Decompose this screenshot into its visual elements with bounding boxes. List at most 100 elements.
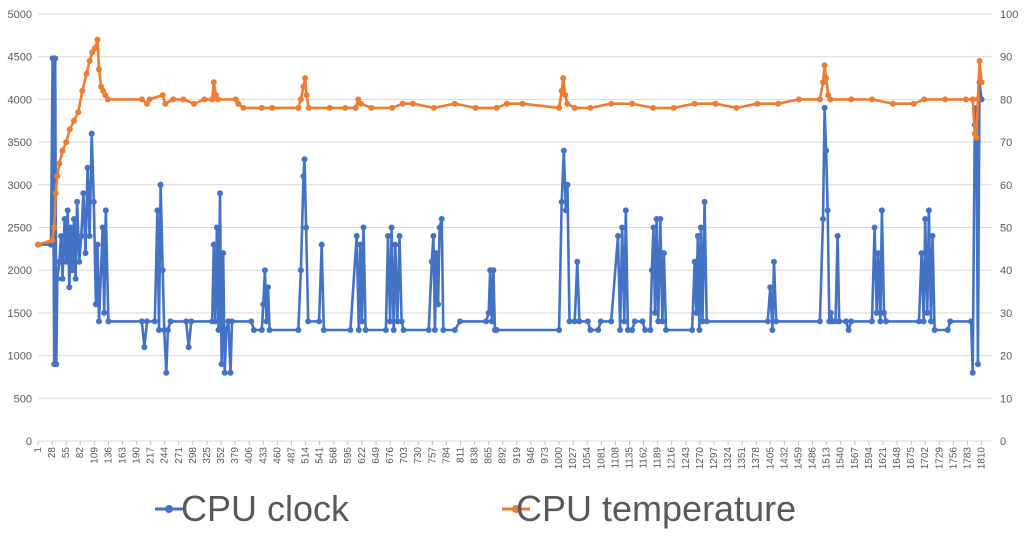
data-point [560,147,567,154]
data-point [151,318,158,325]
data-point [624,327,631,333]
data-point [258,104,265,111]
data-point [201,96,208,103]
data-point [703,318,710,325]
data-point [56,160,63,167]
data-point [86,58,93,64]
data-point [355,327,362,333]
data-point [154,207,161,214]
data-point [66,126,73,133]
data-point [925,207,932,214]
x-tick-label: 352 [216,447,227,464]
x-tick-label: 1000 [554,447,565,470]
data-point [622,207,629,214]
y-right-tick-label: 70 [1000,137,1012,149]
x-tick-label: 217 [146,447,157,464]
legend-label: CPU temperature [516,488,796,529]
data-point [240,104,247,111]
legend-label: CPU clock [181,488,350,529]
data-point [398,318,405,325]
data-point [326,104,333,111]
data-point [691,258,698,265]
data-point [827,309,834,316]
y-left-tick-label: 4000 [8,94,32,106]
data-point [342,104,349,111]
data-point [771,258,777,265]
data-point [556,327,563,333]
data-point [650,224,657,231]
data-point [156,327,162,333]
data-point [52,190,59,197]
data-point [754,100,761,107]
data-point [138,318,145,325]
data-point [883,318,890,325]
x-tick-label: 703 [399,447,410,464]
y-right-tick-label: 50 [1000,223,1012,235]
data-point [436,224,443,231]
gridlines [38,13,992,442]
data-point [920,318,927,325]
data-point [358,318,365,325]
x-tick-label: 1567 [850,447,861,470]
data-point [297,96,304,103]
data-point [689,327,696,333]
data-point [875,250,882,257]
data-point [218,361,225,368]
x-tick-label: 28 [47,447,58,459]
data-point [235,100,242,107]
x-tick-label: 757 [427,447,438,464]
data-point [562,92,569,99]
y-left-tick-label: 3500 [8,137,32,149]
data-point [869,96,875,103]
data-point [576,318,583,325]
data-point [425,327,432,333]
data-point [180,96,187,103]
data-point [969,369,976,376]
data-point [619,224,626,231]
data-point [266,327,273,333]
x-tick-label: 1486 [808,447,819,470]
data-point [827,96,834,103]
data-point [574,258,581,265]
data-point [629,327,636,333]
y-left-tick-label: 1500 [8,308,32,320]
data-point [916,318,922,325]
data-point [820,216,826,222]
data-point [824,207,831,214]
data-point [430,104,437,111]
data-point [300,83,307,90]
data-point [457,318,463,325]
data-point [889,100,896,107]
data-point [836,318,843,325]
y-left-tick-label: 5000 [8,9,32,21]
x-tick-label: 541 [315,447,326,464]
data-point [305,318,312,325]
data-point [562,207,569,214]
x-tick-label: 1216 [667,447,678,470]
data-point [796,96,802,103]
x-tick-label: 1405 [765,447,776,470]
data-point [928,318,934,325]
data-point [59,275,66,282]
data-point [597,318,604,325]
data-point [571,318,578,325]
y-left-tick-label: 2500 [8,223,32,235]
data-point [74,198,81,205]
data-point [355,96,362,103]
data-point [697,224,704,231]
x-tick-label: 730 [413,447,424,464]
x-tick-label: 1540 [836,447,847,470]
data-point [428,258,435,265]
data-point [79,87,86,94]
x-tick-label: 1594 [864,447,875,470]
x-tick-label: 1648 [892,447,903,470]
y-axis-right: 0 10 20 30 40 50 60 70 80 90 100 [1000,9,1018,448]
data-point [435,301,442,308]
data-point [387,318,394,325]
data-point [212,318,219,325]
data-point [764,318,771,325]
y-left-tick-label: 4500 [8,52,32,64]
data-point [472,104,479,111]
data-point [94,36,101,43]
data-point [63,258,70,265]
